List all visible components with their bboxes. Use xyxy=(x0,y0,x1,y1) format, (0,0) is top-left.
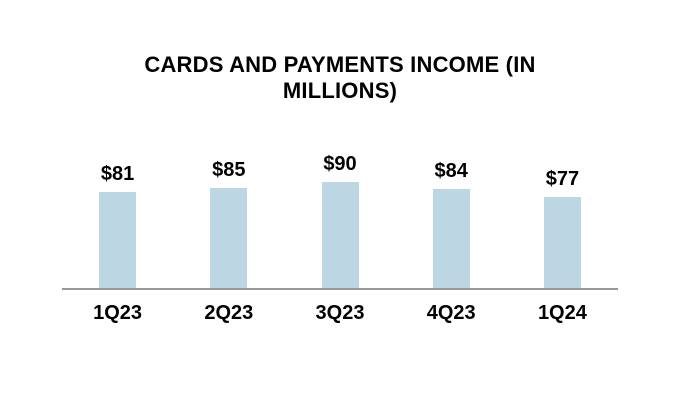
chart-title: CARDS AND PAYMENTS INCOME (IN MILLIONS) xyxy=(144,52,536,103)
x-axis-label: 4Q23 xyxy=(426,301,476,324)
x-axis-labels: 1Q23 2Q23 3Q23 4Q23 1Q24 xyxy=(62,302,618,325)
bar-value-label: $81 xyxy=(100,162,135,185)
bar-chart: $81 $85 $90 $84 $77 1Q23 2Q23 3Q23 4Q23 1Q24 xyxy=(62,140,618,325)
bar xyxy=(210,187,248,288)
x-axis-label: 1Q23 xyxy=(93,301,143,324)
bar-value-label: $85 xyxy=(212,158,246,181)
bar-slot: $85 xyxy=(173,159,284,288)
bar-value-label: $84 xyxy=(434,159,468,182)
x-axis-label: 1Q24 xyxy=(537,301,587,324)
x-axis-label: 2Q23 xyxy=(204,301,254,324)
bar-slot: $84 xyxy=(396,160,507,288)
bar xyxy=(432,188,470,288)
bar-value-label: $77 xyxy=(545,167,580,190)
bar xyxy=(321,181,359,288)
bar-slot: $90 xyxy=(284,153,395,288)
plot-area: $81 $85 $90 $84 $77 xyxy=(62,140,618,290)
bar xyxy=(543,196,581,288)
bar-slot: $77 xyxy=(507,168,618,288)
bar-slot: $81 xyxy=(62,163,173,288)
bar xyxy=(99,191,137,288)
bar-value-label: $90 xyxy=(323,152,357,175)
x-axis-label: 3Q23 xyxy=(315,301,365,324)
